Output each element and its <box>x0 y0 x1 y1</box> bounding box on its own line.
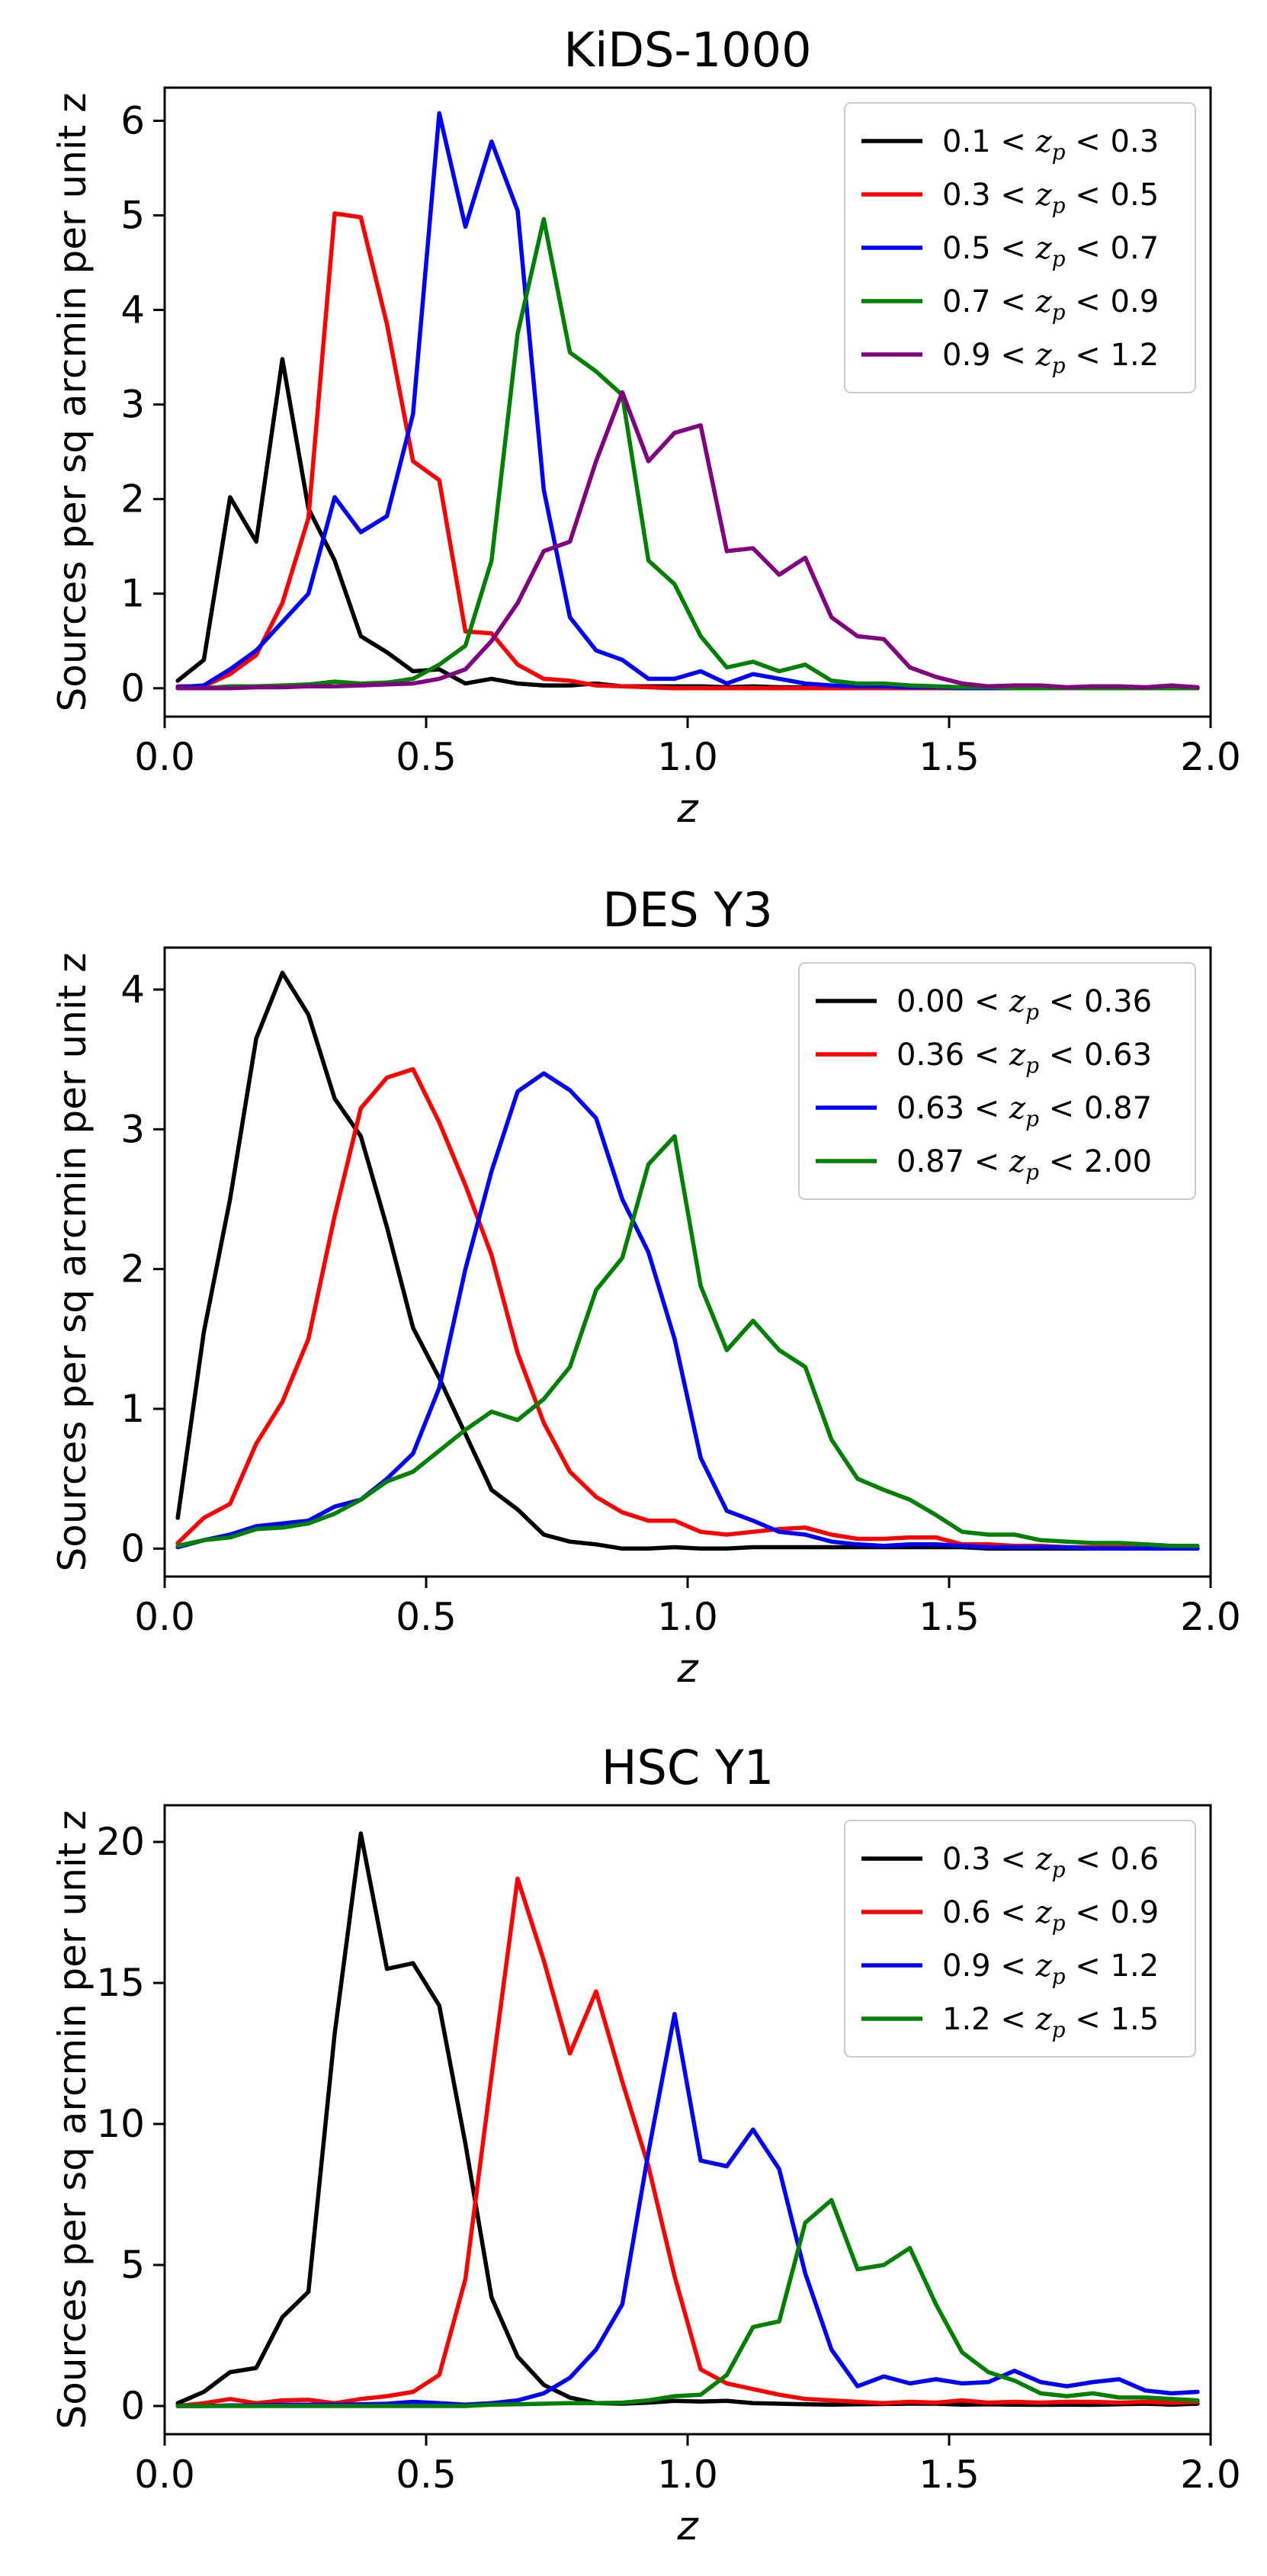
series-line-4 <box>175 2198 1200 2408</box>
series-line-4 <box>175 217 1200 691</box>
legend-label: 0.7 < zp < 0.9 <box>942 284 1159 325</box>
legend: 0.3 < zp < 0.6 0.6 < zp < 0.9 0.9 < zp < 1… <box>844 1820 1196 2058</box>
x-tick-label: 0.0 <box>134 735 195 779</box>
legend-entry-1: 0.1 < zp < 0.3 <box>861 124 1159 165</box>
legend-label: 0.00 < zp < 0.36 <box>897 984 1152 1025</box>
chart-title: HSC Y1 <box>601 1740 774 1795</box>
x-axis-label: z <box>676 786 699 832</box>
y-tick-label: 4 <box>120 967 145 1012</box>
legend: 0.00 < zp < 0.36 0.36 < zp < 0.63 0.63 < z… <box>798 962 1196 1200</box>
x-tick-label: 2.0 <box>1180 2452 1241 2497</box>
legend-entry-3: 0.63 < zp < 0.87 <box>816 1091 1152 1131</box>
x-tick-label: 1.5 <box>919 1595 980 1639</box>
legend-box <box>844 102 1196 393</box>
y-tick-label: 10 <box>96 2102 145 2146</box>
legend-entry-3: 0.9 < zp < 1.2 <box>861 1949 1159 1989</box>
chart-panel-1: KiDS-1000 0.0 0.5 1.0 1.5 2.0 0 1 2 3 4 5 6 z Sources … <box>50 22 1241 832</box>
series-line-1 <box>175 1831 1200 2408</box>
y-tick-label: 15 <box>96 1961 145 2005</box>
legend-label: 0.87 < zp < 2.00 <box>897 1144 1152 1185</box>
legend-label: 0.5 < zp < 0.7 <box>942 231 1159 271</box>
legend-label: 0.9 < zp < 1.2 <box>942 1949 1159 1989</box>
legend-entry-1: 0.3 < zp < 0.6 <box>861 1842 1159 1882</box>
x-tick-label: 1.0 <box>657 1595 718 1639</box>
legend-label: 1.2 < zp < 1.5 <box>942 2002 1159 2042</box>
legend-box <box>844 1820 1196 2058</box>
y-tick-label: 3 <box>120 383 145 427</box>
x-tick-label: 0.5 <box>396 2452 457 2497</box>
x-tick-label: 2.0 <box>1180 735 1241 779</box>
y-axis-label: Sources per sq arcmin per unit z <box>50 1810 95 2429</box>
legend-entry-3: 0.5 < zp < 0.7 <box>861 231 1159 271</box>
legend-entry-2: 0.36 < zp < 0.63 <box>816 1038 1152 1078</box>
series-lines <box>175 1831 1200 2408</box>
legend-entry-1: 0.00 < zp < 0.36 <box>816 984 1152 1025</box>
y-axis-label: Sources per sq arcmin per unit z <box>50 952 95 1571</box>
legend-entry-5: 0.9 < zp < 1.2 <box>861 338 1159 378</box>
legend-label: 0.6 < zp < 0.9 <box>942 1895 1159 1936</box>
series-line-5 <box>175 390 1200 691</box>
legend-label: 0.3 < zp < 0.6 <box>942 1842 1159 1882</box>
series-line-2 <box>175 1876 1200 2408</box>
x-tick-label: 1.5 <box>919 2452 980 2497</box>
legend-label: 0.1 < zp < 0.3 <box>942 124 1159 165</box>
legend-entry-4: 0.7 < zp < 0.9 <box>861 284 1159 325</box>
y-axis-label: Sources per sq arcmin per unit z <box>50 92 95 711</box>
y-tick-label: 1 <box>120 1387 145 1431</box>
legend-label: 0.9 < zp < 1.2 <box>942 338 1159 378</box>
series-lines <box>175 970 1200 1551</box>
series-line-3 <box>175 1071 1200 1551</box>
x-tick-label: 2.0 <box>1180 1595 1241 1639</box>
y-tick-label: 1 <box>120 572 145 616</box>
y-tick-label: 5 <box>120 193 145 237</box>
x-axis-label: z <box>676 2504 699 2549</box>
y-tick-label: 0 <box>120 1526 145 1570</box>
x-tick-label: 0.0 <box>134 1595 195 1639</box>
legend-entry-4: 1.2 < zp < 1.5 <box>861 2002 1159 2042</box>
legend-box <box>798 962 1196 1200</box>
legend-entry-4: 0.87 < zp < 2.00 <box>816 1144 1152 1185</box>
y-tick-label: 0 <box>120 2384 145 2428</box>
x-axis-label: z <box>676 1646 699 1692</box>
series-lines <box>175 111 1200 691</box>
x-tick-label: 1.0 <box>657 2452 718 2497</box>
chart-panel-2: DES Y3 0.0 0.5 1.0 1.5 2.0 0 1 2 3 4 z Sources per s… <box>50 882 1241 1692</box>
y-tick-label: 0 <box>120 666 145 711</box>
y-tick-label: 2 <box>120 1247 145 1291</box>
y-tick-label: 3 <box>120 1107 145 1151</box>
y-tick-label: 20 <box>96 1820 145 1864</box>
series-line-1 <box>175 357 1200 691</box>
x-tick-label: 0.0 <box>134 2452 195 2497</box>
x-tick-label: 1.0 <box>657 735 718 779</box>
legend-label: 0.36 < zp < 0.63 <box>897 1038 1152 1078</box>
legend-label: 0.3 < zp < 0.5 <box>942 178 1159 218</box>
y-tick-label: 6 <box>120 98 145 143</box>
legend-entry-2: 0.3 < zp < 0.5 <box>861 178 1159 218</box>
chart-title: KiDS-1000 <box>563 22 811 78</box>
y-tick-label: 2 <box>120 477 145 521</box>
legend: 0.1 < zp < 0.3 0.3 < zp < 0.5 0.5 < zp < 0… <box>844 102 1196 393</box>
legend-label: 0.63 < zp < 0.87 <box>897 1091 1152 1131</box>
y-tick-label: 4 <box>120 288 145 332</box>
series-line-4 <box>175 1134 1200 1548</box>
chart-title: DES Y3 <box>602 882 772 938</box>
chart-panel-3: HSC Y1 0.0 0.5 1.0 1.5 2.0 0 5 10 15 20 z Sources pe… <box>50 1740 1241 2549</box>
legend-entry-2: 0.6 < zp < 0.9 <box>861 1895 1159 1936</box>
x-tick-label: 0.5 <box>396 735 457 779</box>
y-tick-label: 5 <box>120 2243 145 2287</box>
x-tick-label: 1.5 <box>919 735 980 779</box>
x-tick-label: 0.5 <box>396 1595 457 1639</box>
